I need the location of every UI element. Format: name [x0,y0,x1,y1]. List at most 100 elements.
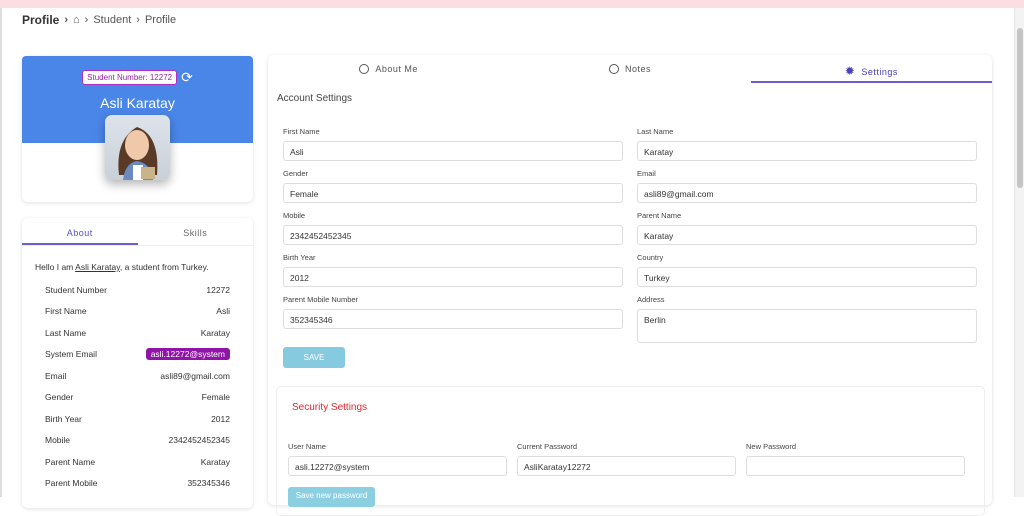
field-input[interactable]: Karatay [637,225,977,245]
breadcrumb: Profile › ⌂ › Student › Profile [22,13,177,27]
info-value: asli89@gmail.com [160,370,230,381]
field-input[interactable]: Turkey [637,267,977,287]
info-row: Parent Name Karatay [22,451,253,473]
info-value: 2012 [211,413,230,424]
tab-notes[interactable]: Notes [509,55,750,83]
field-label: Country [637,253,664,262]
info-label: Parent Mobile [45,478,98,489]
scrollbar-thumb[interactable] [1017,28,1023,188]
save-button[interactable]: SAVE [283,347,345,368]
info-value: Female [201,392,230,403]
security-settings: Security Settings User Name asli.12272@sy… [276,386,985,516]
field-label: Parent Mobile Number [283,295,359,304]
field-mobile: Mobile 2342452452345 [283,211,623,245]
field-input[interactable]: Asli [283,141,623,161]
tab-settings[interactable]: ✹ Settings [750,55,992,83]
info-row: Last Name Karatay [22,322,253,344]
field-label: First Name [283,127,320,136]
field-label: Gender [283,169,309,178]
field-label: Email [637,169,656,178]
info-row: Email asli89@gmail.com [22,365,253,387]
info-label: Student Number [45,284,107,295]
field-label: Mobile [283,211,306,220]
field-label: Current Password [517,442,578,451]
gear-icon: ✹ [844,64,856,78]
field-new-password: New Password [746,442,965,476]
field-country: Country Turkey [637,253,977,287]
field-input[interactable]: 2012 [283,267,623,287]
info-label: Parent Name [45,456,96,467]
info-value: Asli [216,306,230,317]
profile-card: Student Number: 12272 ⟳ Asli Karatay [22,56,253,202]
tab-skills[interactable]: Skills [183,228,208,238]
avatar [105,115,170,180]
info-label: System Email [45,349,97,360]
field-parent-name: Parent Name Karatay [637,211,977,245]
home-icon[interactable]: ⌂ [73,14,80,26]
info-row: Mobile 2342452452345 [22,430,253,452]
info-label: Email [45,370,67,381]
breadcrumb-root: Profile [22,13,60,27]
field-label: Parent Name [637,211,682,220]
info-row: Student Number 12272 [22,279,253,301]
field-input[interactable]: Berlin [637,309,977,343]
info-row: Birth Year 2012 [22,408,253,430]
info-label: First Name [45,306,87,317]
profile-name: Asli Karatay [100,95,175,111]
field-first-name: First Name Asli [283,127,623,161]
field-label: Address [637,295,665,304]
info-value: Karatay [200,456,230,467]
info-label: Birth Year [45,413,82,424]
field-input[interactable]: asli.12272@system [288,456,507,476]
field-gender: Gender Female [283,169,623,203]
field-input[interactable]: 352345346 [283,309,623,329]
info-row: First Name Asli [22,301,253,323]
field-input[interactable]: Female [283,183,623,203]
security-settings-title: Security Settings [292,402,368,413]
field-label: New Password [746,442,797,451]
intro-name-link[interactable]: Asli Karatay [75,262,120,272]
field-user-name: User Name asli.12272@system [288,442,507,476]
info-label: Last Name [45,327,87,338]
field-last-name: Last Name Karatay [637,127,977,161]
field-input[interactable] [746,456,965,476]
left-border [0,8,2,497]
settings-card: About Me Notes ✹ Settings Account Setting… [268,55,992,516]
breadcrumb-profile: Profile [144,14,177,26]
field-label: User Name [288,442,326,451]
field-label: Last Name [637,127,674,136]
field-label: Birth Year [283,253,316,262]
info-label: Gender [45,392,74,403]
info-value: Karatay [200,327,230,338]
info-value: 12272 [206,284,230,295]
top-bar [0,0,1024,8]
field-address: Address Berlin [637,295,977,343]
tab-about-me[interactable]: About Me [268,55,509,83]
field-input[interactable]: 2342452452345 [283,225,623,245]
intro-text: Hello I am Asli Karatay, a student from … [35,262,209,272]
field-parent-mobile-number: Parent Mobile Number 352345346 [283,295,623,329]
info-row: System Email asli.12272@system [22,344,253,366]
field-email: Email asli89@gmail.com [637,169,977,203]
breadcrumb-student[interactable]: Student [93,14,132,26]
face-icon [608,64,619,74]
tab-about[interactable]: About [22,218,138,245]
scrollbar[interactable] [1014,8,1024,497]
info-value: 2342452452345 [168,435,230,446]
account-settings-title: Account Settings [277,93,353,104]
field-input[interactable]: Karatay [637,141,977,161]
info-label: Mobile [45,435,71,446]
info-value: asli.12272@system [145,348,230,361]
refresh-icon[interactable]: ⟳ [181,69,193,86]
field-birth-year: Birth Year 2012 [283,253,623,287]
save-new-password-button[interactable]: Save new password [288,487,375,507]
student-number-badge: Student Number: 12272 [82,70,178,86]
about-card: About Skills Hello I am Asli Karatay, a … [22,218,253,508]
info-row: Parent Mobile 352345346 [22,473,253,495]
field-current-password: Current Password AsliKaratay12272 [517,442,736,476]
field-input[interactable]: asli89@gmail.com [637,183,977,203]
field-input[interactable]: AsliKaratay12272 [517,456,736,476]
info-value: 352345346 [187,478,230,489]
face-icon [359,64,370,74]
info-row: Gender Female [22,387,253,409]
